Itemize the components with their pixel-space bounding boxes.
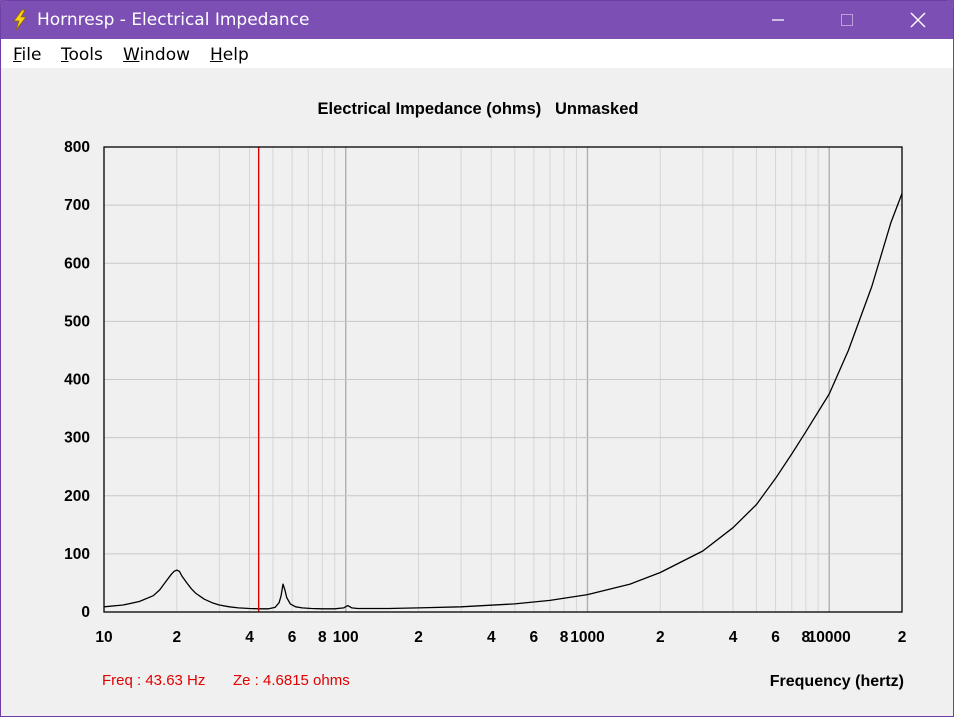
- x-tick-label: 10: [95, 629, 112, 646]
- x-tick-label: 2: [656, 629, 665, 646]
- x-tick-label: 6: [288, 629, 297, 646]
- menu-file-rest: ile: [21, 45, 42, 65]
- menu-tools[interactable]: Tools: [61, 45, 103, 65]
- x-tick-label: 4: [245, 629, 254, 646]
- y-tick-label: 400: [64, 372, 90, 389]
- menu-file[interactable]: File: [13, 45, 41, 65]
- menu-help[interactable]: Help: [210, 45, 249, 65]
- menu-window-accel: W: [123, 45, 140, 65]
- y-tick-label: 800: [64, 139, 90, 156]
- y-tick-label: 0: [81, 604, 90, 621]
- y-tick-label: 200: [64, 488, 90, 505]
- impedance-series-line: [103, 193, 903, 610]
- ze-readout: Ze : 4.6815 ohms: [233, 672, 350, 689]
- y-tick-label: 600: [64, 255, 90, 272]
- plot-frame: [103, 146, 903, 613]
- chart-title: Electrical Impedance (ohms) Unmasked: [318, 100, 639, 118]
- y-tick-label: 300: [64, 430, 90, 447]
- title-bar[interactable]: Hornresp - Electrical Impedance: [1, 1, 953, 39]
- maximize-button[interactable]: [824, 1, 870, 39]
- menu-help-rest: elp: [222, 45, 249, 65]
- x-axis-label: Frequency (hertz): [770, 673, 904, 690]
- lightning-icon: [13, 9, 27, 31]
- close-button[interactable]: [895, 1, 941, 39]
- impedance-chart[interactable]: Electrical Impedance (ohms) Unmasked 0 10…: [1, 68, 954, 717]
- minimize-icon: [772, 19, 784, 21]
- x-tick-label: 10000: [808, 629, 851, 646]
- window-title: Hornresp - Electrical Impedance: [37, 10, 310, 30]
- x-tick-label: 2: [172, 629, 181, 646]
- series-layer: [103, 193, 903, 610]
- y-tick-label: 100: [64, 546, 90, 563]
- menu-window[interactable]: Window: [123, 45, 190, 65]
- grid-layer: [104, 147, 903, 612]
- x-tick-label: 6: [530, 629, 539, 646]
- y-tick-label: 700: [64, 197, 90, 214]
- menu-help-accel: H: [210, 45, 223, 65]
- x-tick-label: 8: [801, 629, 810, 646]
- menu-tools-accel: T: [61, 45, 69, 65]
- x-tick-label: 6: [771, 629, 780, 646]
- x-tick-label: 2: [898, 629, 907, 646]
- chart-area[interactable]: Electrical Impedance (ohms) Unmasked 0 10…: [1, 68, 954, 717]
- menu-bar: File Tools Window Help: [1, 39, 953, 68]
- menu-window-rest: indow: [139, 45, 191, 65]
- y-tick-label: 500: [64, 313, 90, 330]
- x-tick-label: 8: [560, 629, 569, 646]
- maximize-icon: [841, 14, 853, 26]
- x-tick-label: 100: [333, 629, 359, 646]
- x-tick-label: 4: [729, 629, 738, 646]
- x-tick-label: 1000: [570, 629, 604, 646]
- x-tick-label: 8: [318, 629, 327, 646]
- freq-readout: Freq : 43.63 Hz: [102, 672, 205, 689]
- x-tick-label: 2: [414, 629, 423, 646]
- close-icon: [910, 12, 926, 28]
- x-tick-label: 4: [487, 629, 496, 646]
- menu-tools-rest: ools: [68, 45, 103, 65]
- menu-file-accel: F: [13, 45, 22, 65]
- minimize-button[interactable]: [755, 1, 801, 39]
